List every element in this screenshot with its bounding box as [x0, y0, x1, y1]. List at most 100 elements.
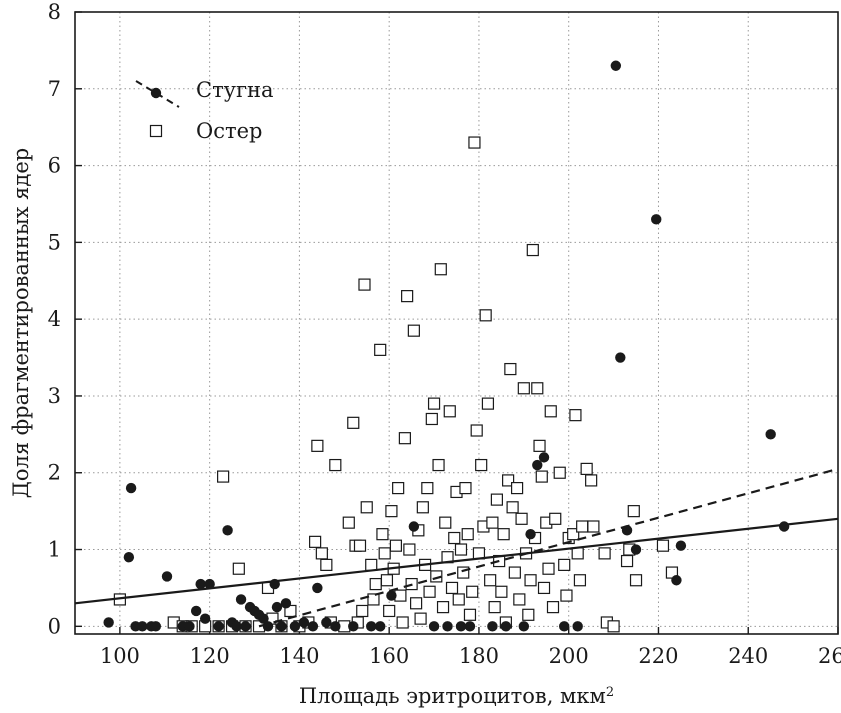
oster-data-point	[524, 574, 537, 587]
oster-data-point	[452, 593, 465, 606]
stugna-data-point	[190, 605, 202, 617]
x-tick-label: 120	[190, 644, 230, 668]
x-axis-label: Площадь эритроцитов, мкм2	[299, 684, 614, 708]
oster-data-point	[546, 601, 560, 614]
oster-data-point	[510, 481, 524, 495]
oster-data-point	[508, 566, 521, 579]
stugna-data-point	[262, 621, 274, 632]
oster-data-point	[571, 547, 584, 560]
oster-data-point	[475, 458, 488, 472]
stugna-data-point	[408, 521, 420, 532]
oster-data-point	[461, 528, 474, 541]
oster-data-point	[463, 608, 477, 621]
y-tick-label: 1	[48, 538, 61, 562]
oster-data-point	[490, 493, 503, 506]
oster-data-point	[432, 458, 445, 472]
stugna-data-point	[675, 540, 687, 551]
oster-data-point	[430, 570, 443, 583]
oster-data-point	[374, 343, 387, 356]
oster-data-point	[427, 397, 441, 410]
legend-oster-label: Остер	[196, 119, 262, 143]
stugna-data-point	[500, 621, 512, 632]
oster-data-point	[459, 481, 472, 495]
oster-data-point	[497, 528, 510, 541]
stugna-data-point	[375, 621, 386, 632]
stugna-data-point	[213, 621, 224, 632]
oster-data-point	[416, 501, 429, 514]
oster-data-point	[385, 505, 398, 518]
stugna-data-point	[125, 482, 137, 494]
y-tick-label: 5	[48, 230, 61, 254]
oster-data-point	[403, 543, 416, 556]
oster-data-point	[576, 520, 589, 533]
stugna-data-point	[630, 544, 642, 555]
oster-data-point	[656, 539, 670, 552]
oster-data-point	[560, 589, 573, 602]
stugna-data-point	[150, 621, 161, 632]
stugna-data-point	[195, 578, 206, 590]
oster-data-point	[365, 558, 378, 571]
oster-data-point	[517, 382, 530, 395]
oster-data-point	[398, 432, 411, 445]
stugna-data-point	[778, 521, 790, 532]
oster-data-point	[410, 597, 423, 610]
oster-data-point	[358, 278, 371, 291]
y-tick-label: 0	[48, 614, 61, 638]
oster-data-point	[389, 539, 403, 552]
oster-data-point	[376, 528, 389, 541]
x-axis-label-superscript: 2	[606, 685, 614, 700]
oster-data-point	[436, 601, 450, 614]
oster-data-point	[513, 593, 526, 606]
oster-data-point	[353, 539, 367, 552]
stugna-data-point	[538, 452, 550, 463]
oster-data-point	[425, 412, 438, 426]
stugna-data-point	[271, 601, 283, 613]
stugna-data-point	[240, 621, 251, 632]
oster-data-point	[439, 516, 452, 529]
oster-data-point	[468, 136, 481, 149]
stugna-data-point	[222, 525, 233, 536]
oster-data-point	[573, 574, 587, 587]
y-tick-label: 3	[48, 384, 61, 408]
stugna-data-point	[103, 617, 114, 628]
stugna-data-point	[235, 594, 247, 605]
oster-data-point	[515, 512, 528, 525]
oster-data-point	[369, 577, 382, 591]
stugna-data-point	[572, 621, 583, 632]
oster-data-point	[542, 562, 555, 575]
oster-data-point	[544, 405, 557, 418]
stugna-data-point	[137, 621, 148, 632]
stugna-data-point	[312, 582, 323, 594]
oster-data-point	[414, 612, 427, 625]
oster-data-point	[320, 558, 333, 571]
oster-data-point	[367, 593, 380, 606]
oster-data-point	[488, 601, 501, 614]
legend: Стугна Остер	[135, 78, 274, 143]
oster-data-point	[401, 290, 414, 303]
oster-data-point	[549, 512, 562, 525]
x-tick-label: 260	[818, 644, 841, 668]
oster-data-point	[569, 409, 582, 422]
oster-data-point	[457, 566, 470, 579]
oster-data-point	[356, 604, 369, 618]
oster-data-point	[443, 405, 456, 418]
oster-data-point	[315, 547, 328, 560]
oster-data-point	[526, 243, 539, 257]
x-tick-label: 240	[728, 644, 768, 668]
stugna-data-point	[366, 621, 377, 632]
oster-data-point	[537, 581, 551, 595]
legend-stugna-marker	[150, 87, 162, 99]
oster-data-point	[533, 439, 546, 452]
oster-data-point	[535, 470, 548, 483]
stugna-data-point	[525, 528, 536, 540]
oster-data-point	[479, 309, 492, 322]
y-axis-label: Доля фрагментированных ядер	[9, 148, 33, 498]
stugna-data-point	[199, 613, 211, 624]
oster-data-point	[421, 481, 434, 495]
stugna-data-point	[289, 621, 301, 632]
oster-data-point	[466, 585, 479, 598]
y-tick-label: 7	[48, 77, 61, 101]
stugna-data-point	[559, 621, 570, 632]
stugna-data-point	[518, 621, 530, 632]
